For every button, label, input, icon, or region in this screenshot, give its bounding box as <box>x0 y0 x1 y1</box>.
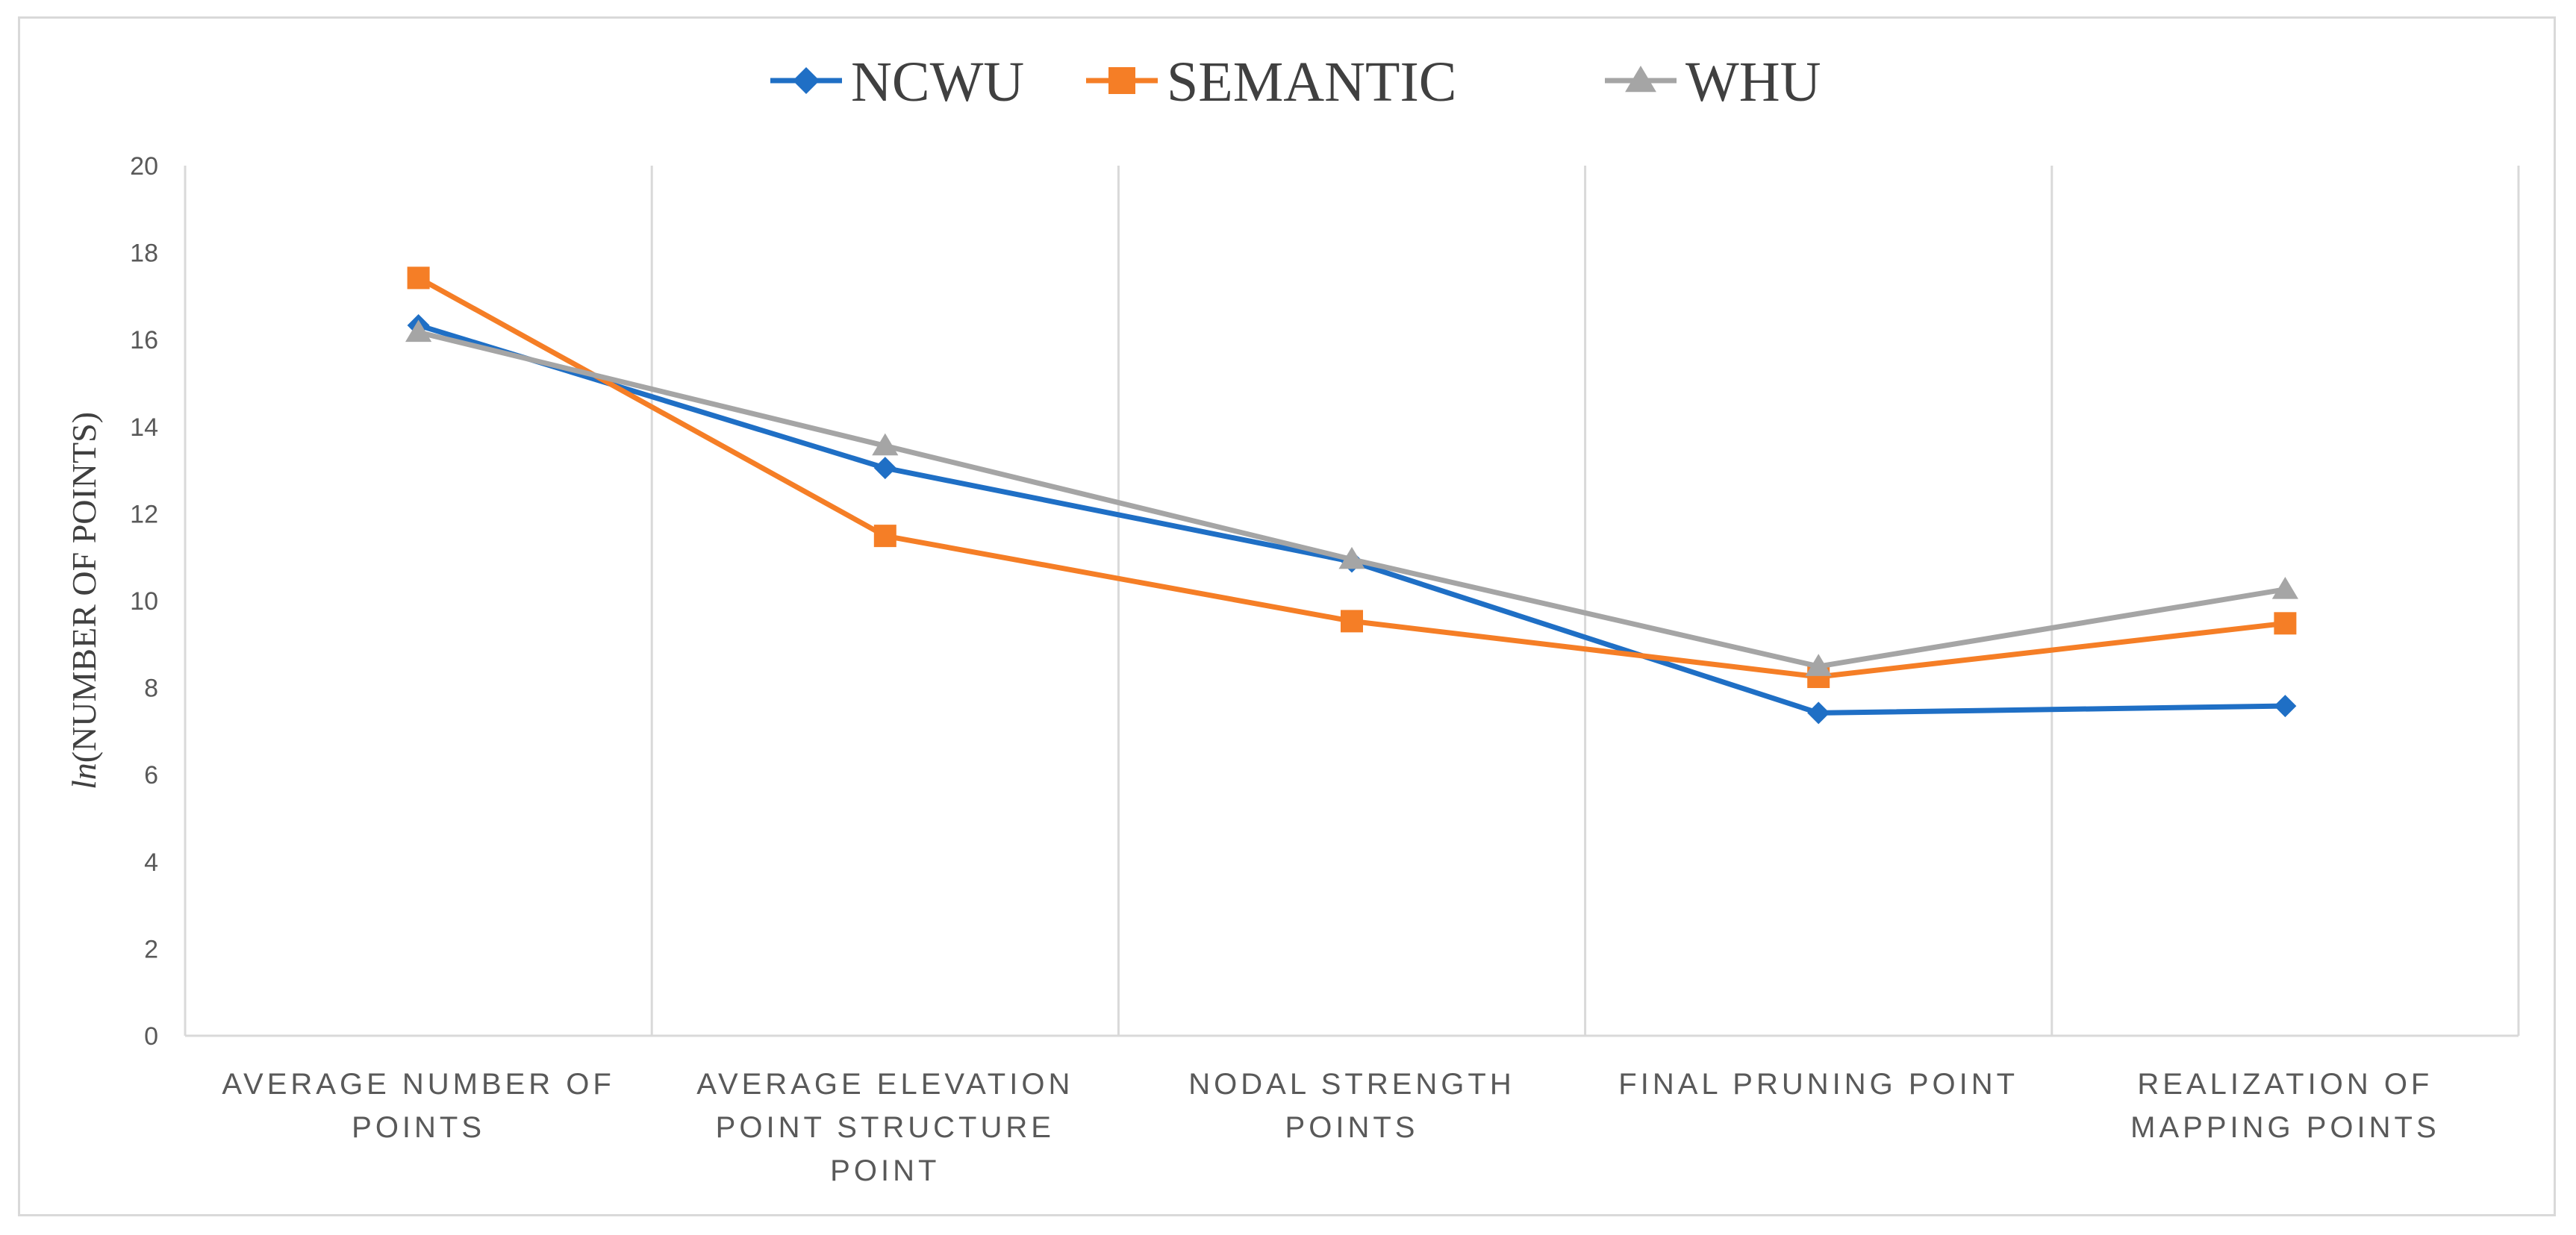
y-tick-label: 4 <box>144 848 158 877</box>
diamond-marker <box>873 457 896 480</box>
triangle-marker <box>1625 66 1656 93</box>
y-axis-label-rest: (NUMBER OF POINTS) <box>65 412 103 763</box>
x-category-label: AVERAGE ELEVATION POINT STRUCTURE POINT <box>696 1068 1073 1187</box>
x-category-label-line: POINTS <box>352 1111 485 1144</box>
triangle-marker <box>872 433 899 456</box>
x-category-label-line: FINAL PRUNING POINT <box>1618 1068 2018 1101</box>
legend: NCWU SEMANTIC WHU <box>770 51 1821 113</box>
x-category-label: FINAL PRUNING POINT <box>1618 1068 2018 1101</box>
x-category-label-line: AVERAGE ELEVATION <box>696 1068 1073 1101</box>
legend-item: NCWU <box>770 51 1024 113</box>
x-category-label-line: POINTS <box>1285 1111 1419 1144</box>
diamond-marker <box>1807 701 1830 725</box>
y-tick-label: 14 <box>130 413 158 442</box>
series-semantic <box>407 266 2297 689</box>
y-tick-label: 8 <box>144 675 158 703</box>
square-marker <box>2274 612 2297 635</box>
square-marker <box>873 525 896 548</box>
triangle-marker <box>1338 546 1365 569</box>
y-tick-label: 18 <box>130 240 158 268</box>
diamond-marker <box>2274 695 2297 718</box>
y-tick-label: 20 <box>130 152 158 181</box>
legend-label: SEMANTIC <box>1167 51 1456 113</box>
legend-label: WHU <box>1685 51 1821 113</box>
y-tick-labels: 0 2 4 6 8 10 12 14 16 18 20 <box>130 152 158 1051</box>
series-lines <box>405 266 2298 725</box>
x-category-label-line: POINT STRUCTURE <box>716 1111 1055 1144</box>
y-tick-label: 6 <box>144 761 158 790</box>
y-axis-label: ln(NUMBER OF POINTS) <box>65 412 103 790</box>
x-category-labels: AVERAGE NUMBER OF POINTS AVERAGE ELEVATION… <box>222 1068 2440 1187</box>
diamond-marker <box>793 67 820 94</box>
x-category-label: REALIZATION OF MAPPING POINTS <box>2130 1068 2440 1144</box>
triangle-marker <box>405 319 432 343</box>
series-ncwu <box>407 313 2297 725</box>
y-tick-label: 12 <box>130 500 158 528</box>
legend-item: WHU <box>1605 51 1821 113</box>
square-marker <box>1341 610 1363 633</box>
x-category-label-line: POINT <box>830 1154 940 1187</box>
x-category-label-line: REALIZATION OF <box>2137 1068 2433 1101</box>
y-tick-label: 16 <box>130 326 158 354</box>
y-tick-label: 10 <box>130 587 158 616</box>
triangle-marker <box>2271 577 2298 599</box>
x-category-label-line: NODAL STRENGTH <box>1188 1068 1515 1101</box>
square-marker <box>1108 67 1135 94</box>
x-category-label-line: AVERAGE NUMBER OF <box>222 1068 615 1101</box>
chart-frame <box>18 16 2556 1216</box>
series-whu <box>405 319 2298 676</box>
gridlines <box>184 166 2520 1036</box>
x-category-label-line: MAPPING POINTS <box>2130 1111 2440 1144</box>
triangle-marker <box>1805 654 1832 676</box>
square-marker <box>407 266 430 290</box>
y-tick-label: 2 <box>144 935 158 963</box>
legend-item: SEMANTIC <box>1086 51 1456 113</box>
x-category-label: AVERAGE NUMBER OF POINTS <box>222 1068 615 1144</box>
y-tick-label: 0 <box>144 1022 158 1051</box>
x-category-label: NODAL STRENGTH POINTS <box>1188 1068 1515 1144</box>
y-axis-label-italic: ln <box>65 763 103 790</box>
legend-label: NCWU <box>851 51 1024 113</box>
